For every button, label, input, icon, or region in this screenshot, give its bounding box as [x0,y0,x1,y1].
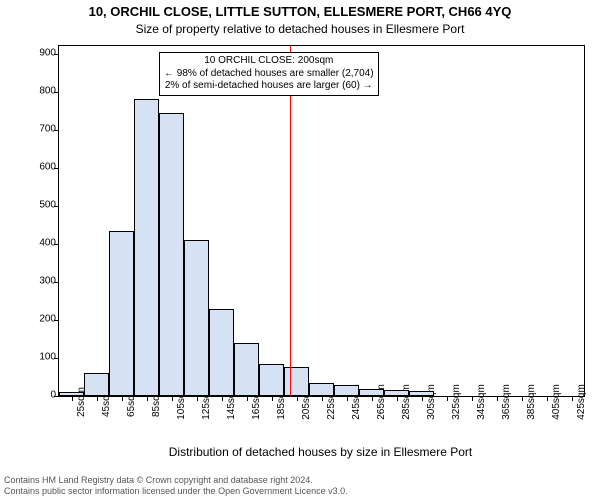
y-tick-label: 900 [4,47,56,58]
chart-title-main: 10, ORCHIL CLOSE, LITTLE SUTTON, ELLESME… [0,4,600,19]
x-tick-mark [247,396,248,401]
x-tick-mark [297,396,298,401]
histogram-bar [209,309,234,397]
histogram-bar [109,231,134,396]
y-tick-label: 600 [4,161,56,172]
footer: Contains HM Land Registry data © Crown c… [0,475,348,498]
x-tick-mark [572,396,573,401]
histogram-bar [284,367,309,396]
x-tick-mark [347,396,348,401]
figure: 10, ORCHIL CLOSE, LITTLE SUTTON, ELLESME… [0,0,600,500]
y-tick-label: 200 [4,313,56,324]
x-tick-mark [472,396,473,401]
x-tick-mark [172,396,173,401]
y-tick-label: 700 [4,123,56,134]
x-tick-mark [122,396,123,401]
histogram-bar [384,390,409,396]
footer-line-1: Contains HM Land Registry data © Crown c… [4,475,348,487]
x-tick-mark [272,396,273,401]
y-axis-ticks: 0100200300400500600700800900 [0,45,58,395]
x-tick-mark [197,396,198,401]
histogram-bar [259,364,284,396]
annotation-line: ← 98% of detached houses are smaller (2,… [164,68,374,81]
histogram-bar [359,389,384,396]
y-tick-label: 800 [4,85,56,96]
x-tick-mark [497,396,498,401]
histogram-bar [159,113,184,396]
x-tick-mark [372,396,373,401]
reference-line [290,46,291,396]
x-tick-label: 365sqm [501,384,512,420]
chart-title-sub: Size of property relative to detached ho… [0,22,600,36]
histogram-bar [334,385,359,396]
annotation-line: 10 ORCHIL CLOSE: 200sqm [164,55,374,68]
x-tick-mark [222,396,223,401]
histogram-bar [84,373,109,396]
annotation-line: 2% of semi-detached houses are larger (6… [164,80,374,93]
x-tick-mark [147,396,148,401]
histogram-bar [409,391,434,396]
x-tick-label: 305sqm [426,384,437,420]
x-tick-label: 325sqm [451,384,462,420]
plot-area: 25sqm45sqm65sqm85sqm105sqm125sqm145sqm16… [58,45,585,397]
histogram-bar [309,383,334,396]
x-tick-label: 385sqm [526,384,537,420]
y-tick-label: 300 [4,275,56,286]
x-tick-mark [547,396,548,401]
x-tick-mark [72,396,73,401]
x-tick-label: 405sqm [551,384,562,420]
histogram-bar [184,240,209,396]
x-tick-label: 345sqm [476,384,487,420]
histogram-bar [59,392,84,396]
x-tick-mark [422,396,423,401]
footer-line-2: Contains public sector information licen… [4,486,348,498]
histogram-bar [134,99,159,396]
histogram-bar [234,343,259,396]
y-tick-label: 400 [4,237,56,248]
x-tick-mark [522,396,523,401]
x-axis-label: Distribution of detached houses by size … [58,445,583,459]
x-tick-mark [97,396,98,401]
y-tick-label: 100 [4,351,56,362]
x-tick-label: 425sqm [576,384,587,420]
x-tick-mark [447,396,448,401]
y-tick-label: 500 [4,199,56,210]
x-tick-mark [322,396,323,401]
x-tick-mark [397,396,398,401]
y-tick-label: 0 [4,390,56,401]
annotation-box: 10 ORCHIL CLOSE: 200sqm← 98% of detached… [159,52,379,96]
